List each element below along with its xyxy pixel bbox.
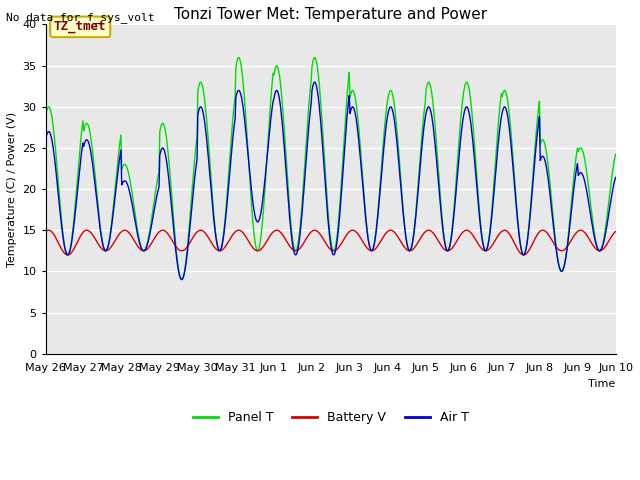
- Battery V: [42, 229, 49, 235]
- Line: Air T: Air T: [45, 82, 616, 279]
- Air T: [612, 175, 620, 180]
- Air T: [178, 276, 186, 282]
- Text: No data for f_sys_volt: No data for f_sys_volt: [6, 12, 155, 23]
- Panel T: [111, 190, 118, 196]
- Battery V: [520, 252, 527, 258]
- Battery V: [417, 235, 424, 241]
- Panel T: [310, 55, 318, 60]
- Panel T: [52, 151, 60, 157]
- Air T: [402, 232, 410, 238]
- Panel T: [42, 113, 49, 119]
- Air T: [310, 79, 318, 85]
- Air T: [42, 136, 49, 142]
- Panel T: [200, 88, 207, 94]
- Air T: [419, 142, 426, 147]
- Battery V: [168, 238, 176, 244]
- Panel T: [612, 151, 620, 157]
- Line: Panel T: Panel T: [45, 58, 616, 279]
- Panel T: [178, 276, 186, 282]
- Battery V: [612, 228, 620, 234]
- Air T: [52, 168, 60, 174]
- Title: Tonzi Tower Met: Temperature and Power: Tonzi Tower Met: Temperature and Power: [174, 7, 487, 22]
- Text: TZ_tmet: TZ_tmet: [54, 20, 106, 34]
- Battery V: [539, 228, 547, 233]
- Y-axis label: Temperature (C) / Power (V): Temperature (C) / Power (V): [7, 111, 17, 267]
- Air T: [168, 214, 176, 220]
- Battery V: [111, 239, 118, 244]
- Battery V: [199, 228, 207, 234]
- X-axis label: Time: Time: [588, 379, 616, 389]
- Panel T: [419, 129, 426, 135]
- Battery V: [52, 235, 60, 241]
- Line: Battery V: Battery V: [45, 230, 616, 255]
- Air T: [111, 198, 118, 204]
- Air T: [200, 111, 207, 117]
- Legend: Panel T, Battery V, Air T: Panel T, Battery V, Air T: [188, 406, 474, 429]
- Panel T: [402, 230, 410, 236]
- Battery V: [400, 244, 408, 250]
- Panel T: [168, 203, 176, 208]
